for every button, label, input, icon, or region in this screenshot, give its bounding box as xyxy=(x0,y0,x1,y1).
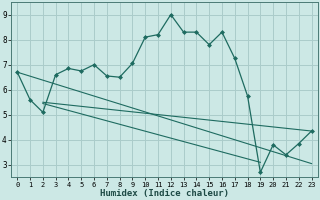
X-axis label: Humidex (Indice chaleur): Humidex (Indice chaleur) xyxy=(100,189,229,198)
